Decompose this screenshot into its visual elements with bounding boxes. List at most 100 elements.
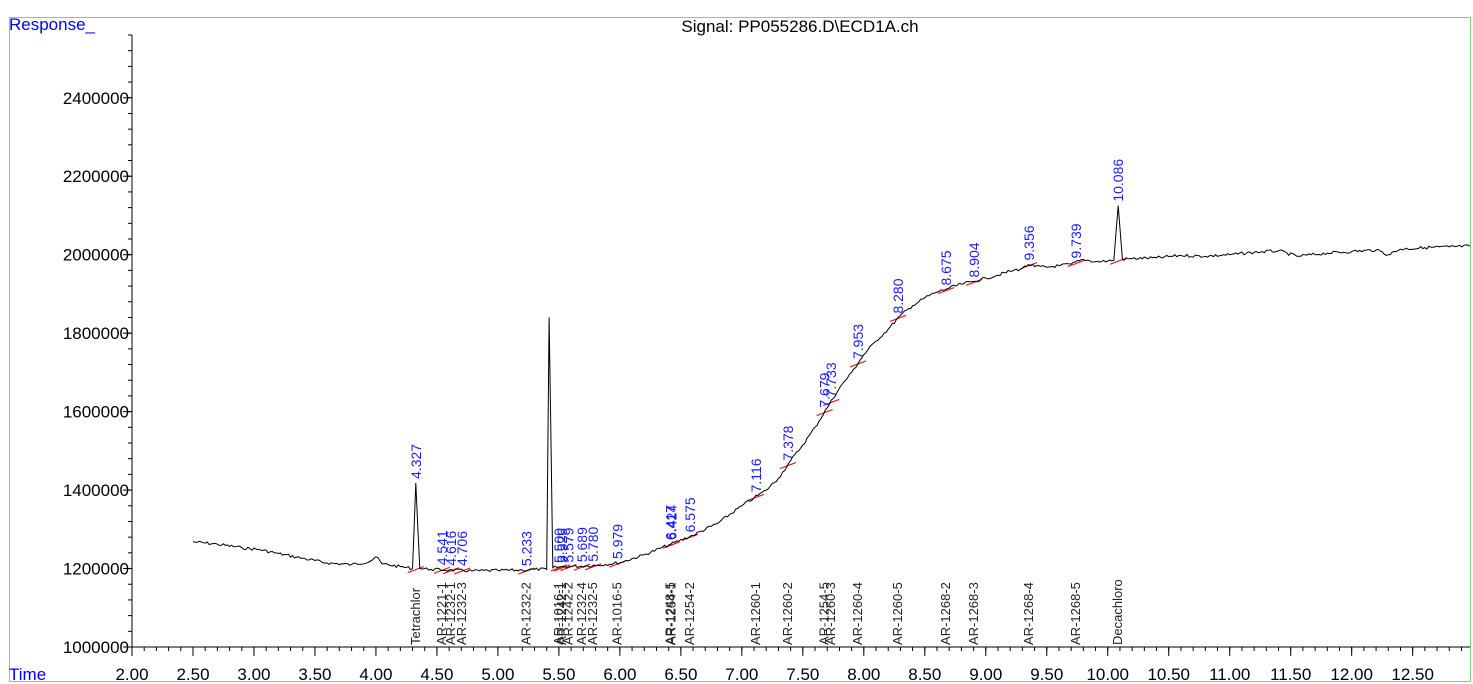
signal-trace [192, 205, 1471, 573]
y-axis-label: Response_ [9, 15, 96, 34]
peak-rt-label: 7.733 [823, 362, 839, 397]
compound-label: AR-1268-3 [966, 582, 981, 645]
compound-label: AR-1268-4 [1021, 582, 1036, 645]
x-tick-label: 10.00 [1086, 665, 1129, 684]
peak-rt-label: 7.953 [850, 324, 866, 359]
y-tick-label: 1800000 [63, 324, 129, 343]
peak-rt-label: 6.424 [664, 505, 680, 540]
x-tick-label: 5.00 [481, 665, 514, 684]
peak-rt-label: 4.616 [443, 530, 459, 565]
peak-rt-label: 6.575 [682, 497, 698, 532]
compound-label: AR-1232-5 [585, 582, 600, 645]
baseline-segment [453, 567, 471, 575]
x-tick-label: 6.00 [603, 665, 636, 684]
peak-rt-label: 4.541 [434, 530, 450, 565]
compound-label: Decachloro [1110, 579, 1125, 645]
peak-rt-label: 10.086 [1110, 159, 1126, 202]
y-tick-label: 1000000 [63, 638, 129, 657]
peak-rt-label: 4.706 [454, 531, 470, 566]
compound-label: AR-1268-2 [938, 582, 953, 645]
x-tick-label: 11.00 [1209, 665, 1250, 684]
peak-rt-label: 5.780 [585, 527, 601, 562]
baseline-segment [573, 563, 591, 571]
compound-label: AR-1232-1 [443, 582, 458, 645]
x-tick-label: 7.00 [725, 665, 758, 684]
x-tick-label: 12.00 [1330, 665, 1373, 684]
baseline-segment [584, 563, 602, 571]
peak-rt-label: 5.979 [609, 524, 625, 559]
peak-rt-label: 6.417 [663, 505, 679, 540]
y-tick-label: 1400000 [63, 481, 129, 500]
peak-rt-label: 7.378 [780, 425, 796, 460]
baseline-segment [407, 565, 425, 574]
peak-rt-label: 7.116 [748, 458, 764, 492]
compound-label: AR-1016-5 [609, 582, 624, 645]
compound-label: AR-1242-1 [554, 582, 569, 645]
chart-title: Signal: PP055286.D\ECD1A.ch [681, 17, 918, 36]
compound-label: AR-1232-2 [518, 582, 533, 645]
peak-rt-label: 9.739 [1068, 223, 1084, 258]
x-tick-label: 8.50 [908, 665, 941, 684]
x-tick-label: 4.50 [420, 665, 453, 684]
baseline-segment [889, 314, 907, 323]
x-tick-label: 2.00 [115, 665, 148, 684]
compound-label: AR-1268-5 [1068, 582, 1083, 645]
compound-label: AR-1260-2 [780, 582, 795, 645]
x-tick-label: 10.50 [1147, 665, 1190, 684]
y-tick-label: 2000000 [63, 246, 129, 265]
x-tick-label: 11.50 [1270, 665, 1311, 684]
y-tick-label: 2200000 [63, 167, 129, 186]
peak-rt-label: 7.679 [817, 372, 833, 407]
y-tick-label: 1200000 [63, 560, 129, 579]
peak-rt-label: 8.904 [966, 242, 982, 277]
axes: 1000000 1200000 1400000 1600000 1800000 20000… [63, 34, 1470, 684]
x-tick-label: 8.00 [847, 665, 880, 684]
peak-rt-label: 5.579 [560, 527, 576, 562]
compound-labels: Tetrachlor AR-1221-1AR-1232-1AR-1232-3 AR-… [408, 579, 1125, 645]
compound-label: AR-1254-5 [817, 582, 832, 645]
x-tick-label: 6.50 [664, 665, 697, 684]
x-tick-label: 7.50 [786, 665, 819, 684]
compound-label: AR-1232-4 [574, 582, 589, 645]
compound-label: AR-1016-1 [551, 582, 566, 645]
x-tick-label: 9.50 [1030, 665, 1063, 684]
y-tick-label: 1600000 [63, 403, 129, 422]
compound-label: AR-1248-5 [663, 582, 678, 645]
baseline-segment [937, 287, 955, 295]
peak-rt-label: 5.526 [554, 528, 570, 563]
baseline-segment [823, 398, 840, 406]
baseline-segments [407, 257, 1127, 575]
baseline-segment [747, 493, 765, 501]
peak-rt-label: 5.500 [551, 528, 567, 563]
x-tick-label: 12.50 [1391, 665, 1434, 684]
y-tick-label: 2400000 [63, 89, 129, 108]
x-tick-label: 9.00 [969, 665, 1002, 684]
compound-label: AR-1260-1 [748, 582, 763, 645]
x-tick-label: 2.50 [176, 665, 209, 684]
peak-rt-label: 5.233 [518, 531, 534, 566]
compound-label: AR-1221-1 [434, 582, 449, 645]
x-tick-label: 5.50 [542, 665, 575, 684]
compound-label: AR-1232-3 [454, 582, 469, 645]
x-tick-label: 4.00 [359, 665, 392, 684]
compound-label: AR-1260-4 [850, 582, 865, 645]
baseline-segment [1067, 259, 1085, 268]
peak-rt-label: 4.327 [408, 444, 424, 479]
x-tick-label: 3.50 [298, 665, 331, 684]
peak-rt-label: 8.280 [890, 278, 906, 313]
baseline-segment [553, 564, 571, 572]
peak-rt-label: 5.689 [574, 527, 590, 562]
signal-line [192, 205, 1471, 573]
baseline-segment [550, 564, 568, 572]
compound-label: AR-1254-1 [664, 582, 679, 645]
baseline-segment [965, 278, 983, 286]
compound-label: AR-1260-3 [823, 582, 838, 645]
plot-frame [9, 17, 1471, 682]
compound-label: Tetrachlor [408, 587, 423, 645]
x-axis-label: Time [9, 665, 46, 684]
compound-label: AR-1254-2 [682, 582, 697, 645]
compound-label: AR-1260-5 [890, 582, 905, 645]
peak-rt-label: 9.356 [1021, 225, 1037, 260]
